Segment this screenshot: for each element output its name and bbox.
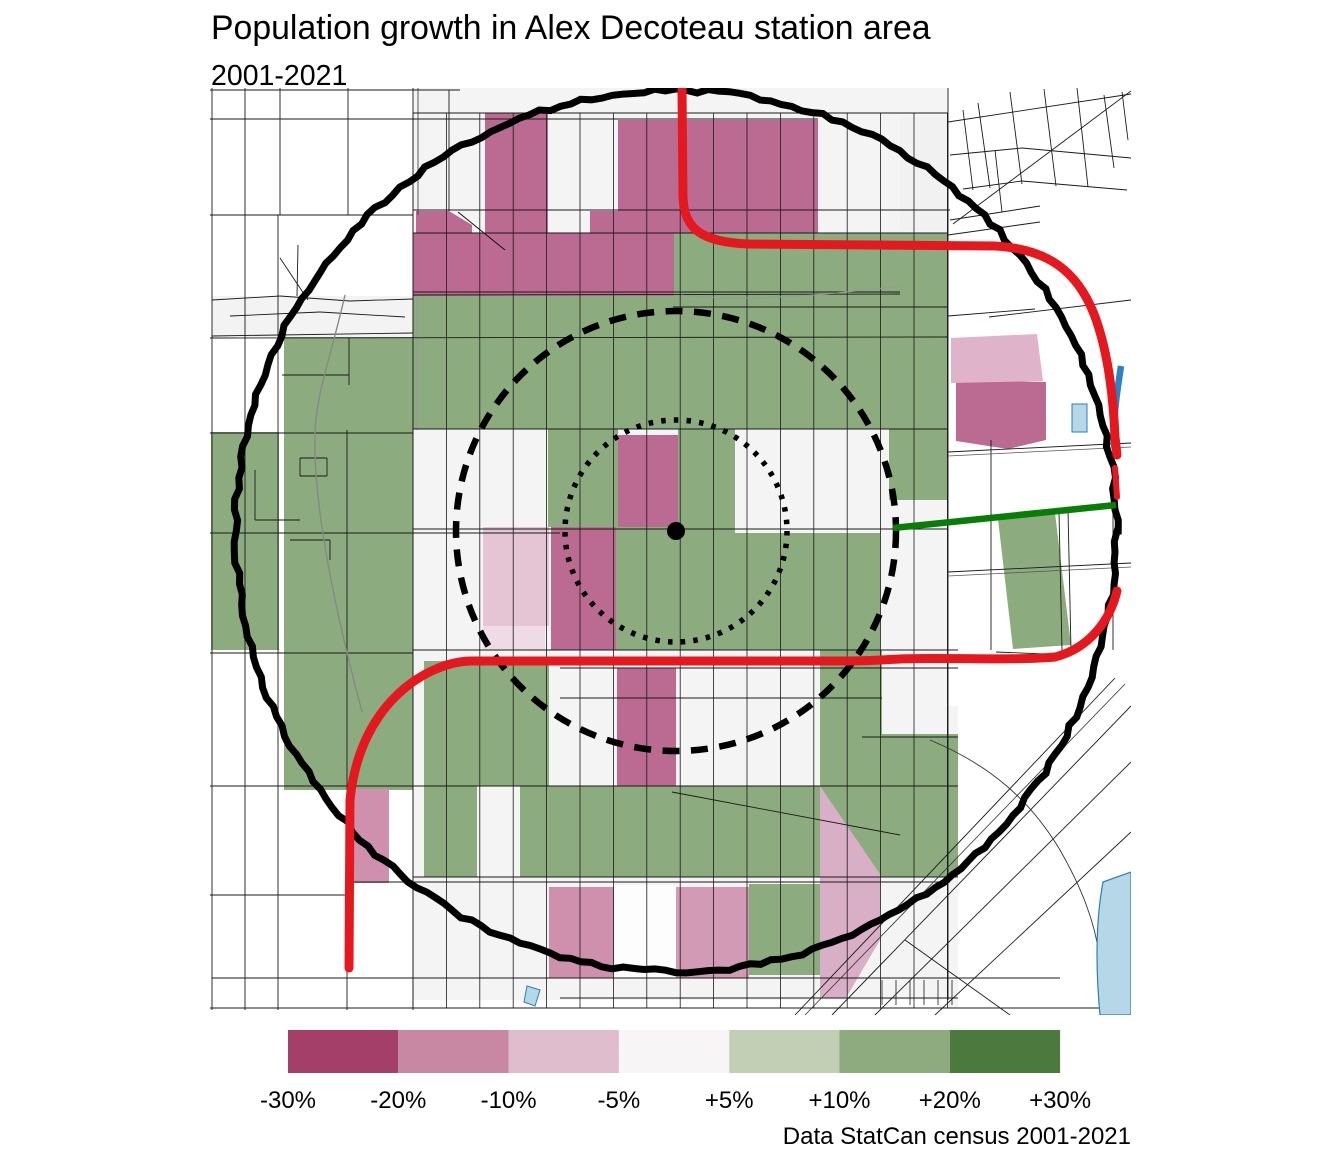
svg-text:+30%: +30% (1029, 1087, 1091, 1114)
svg-text:Population growth in Alex Deco: Population growth in Alex Decoteau stati… (211, 9, 931, 47)
svg-text:+10%: +10% (808, 1087, 870, 1114)
svg-text:-5%: -5% (598, 1087, 641, 1114)
svg-text:-20%: -20% (370, 1087, 426, 1114)
svg-text:-30%: -30% (260, 1087, 316, 1114)
svg-text:Data StatCan census 2001-2021: Data StatCan census 2001-2021 (783, 1123, 1131, 1150)
svg-text:2001-2021: 2001-2021 (211, 60, 347, 92)
svg-text:-10%: -10% (481, 1087, 537, 1114)
svg-text:+20%: +20% (919, 1087, 981, 1114)
svg-text:+5%: +5% (705, 1087, 754, 1114)
